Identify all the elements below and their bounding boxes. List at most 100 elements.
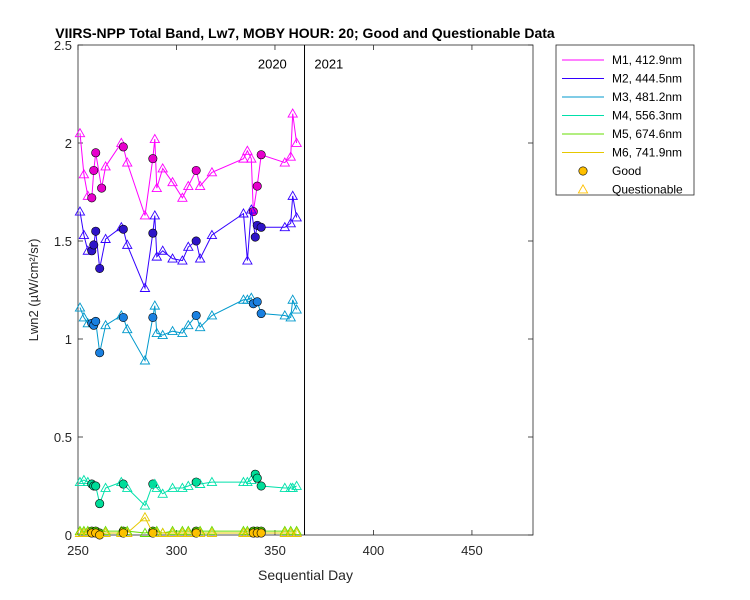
legend-label: Questionable <box>612 183 683 197</box>
questionable-point <box>206 476 218 486</box>
questionable-point <box>100 525 111 535</box>
questionable-point <box>291 304 303 314</box>
good-point <box>89 165 99 175</box>
good-point <box>256 309 266 319</box>
questionable-point <box>167 253 178 263</box>
questionable-point <box>206 525 218 535</box>
good-point <box>252 181 262 191</box>
good-point <box>97 183 107 193</box>
legend-entry-m6: M6, 741.9nm <box>562 146 682 160</box>
legend-label: M2, 444.5nm <box>612 72 682 86</box>
questionable-point <box>74 127 86 138</box>
questionable-point <box>100 527 111 537</box>
questionable-point <box>167 325 178 336</box>
questionable-point <box>121 323 133 334</box>
questionable-point <box>149 210 161 220</box>
questionable-point <box>151 527 163 537</box>
good-point <box>95 499 105 509</box>
questionable-point <box>291 137 303 147</box>
questionable-point <box>285 527 297 537</box>
x-tick-label: 250 <box>67 543 89 558</box>
questionable-point <box>139 527 151 537</box>
questionable-point <box>206 166 218 177</box>
y-axis-label: Lwn2 (µW/cm²/sr) <box>26 239 41 342</box>
questionable-point <box>177 525 188 535</box>
good-point <box>87 193 97 203</box>
questionable-point <box>121 157 133 167</box>
series-1 <box>74 108 303 220</box>
good-point <box>148 154 158 164</box>
good-point <box>91 226 101 236</box>
year-labels: 2020 2021 <box>258 57 343 72</box>
legend-label: M4, 556.3nm <box>612 109 682 123</box>
legend-label: M3, 481.2nm <box>612 90 682 104</box>
questionable-point <box>182 480 194 490</box>
questionable-point <box>291 525 303 535</box>
questionable-point <box>151 482 163 492</box>
legend-label: M1, 412.9nm <box>612 53 682 67</box>
questionable-point <box>245 204 257 214</box>
questionable-point <box>139 355 151 365</box>
questionable-point <box>285 151 297 161</box>
questionable-point <box>74 302 86 312</box>
good-point <box>95 348 105 358</box>
legend-entry-m5: M5, 674.6nm <box>562 127 682 141</box>
questionable-point <box>74 476 86 486</box>
series-6 <box>74 511 303 540</box>
y-tick-label: 1.5 <box>54 234 72 249</box>
questionable-point <box>177 192 188 202</box>
questionable-point <box>242 476 253 486</box>
questionable-point <box>242 294 253 304</box>
questionable-point <box>157 488 169 498</box>
questionable-point <box>287 190 299 200</box>
questionable-point <box>245 153 257 163</box>
questionable-point <box>74 206 86 216</box>
good-point <box>91 148 101 158</box>
questionable-point <box>177 255 188 265</box>
good-point <box>256 222 266 232</box>
legend-questionable-marker <box>577 183 589 194</box>
x-tick-label: 300 <box>166 543 188 558</box>
questionable-point <box>206 527 218 537</box>
legend-label: M6, 741.9nm <box>612 146 682 160</box>
questionable-point <box>139 210 151 220</box>
good-point <box>148 312 158 322</box>
good-point <box>118 479 128 489</box>
y-tick-label: 2 <box>65 136 72 151</box>
questionable-point <box>287 482 299 492</box>
good-point <box>89 240 99 250</box>
questionable-point <box>149 133 161 143</box>
questionable-point <box>182 180 194 191</box>
questionable-point <box>139 500 151 510</box>
x-tick-label: 350 <box>264 543 286 558</box>
good-point <box>191 236 201 246</box>
questionable-point <box>100 319 111 330</box>
good-point <box>256 528 266 538</box>
questionable-point <box>285 311 297 322</box>
questionable-point <box>167 525 178 535</box>
questionable-point <box>78 168 90 179</box>
good-point <box>191 165 201 175</box>
questionable-point <box>139 282 151 292</box>
series-4 <box>74 469 303 510</box>
questionable-point <box>100 482 111 492</box>
x-tick-label: 400 <box>363 543 385 558</box>
questionable-point <box>194 527 206 537</box>
good-point <box>250 232 260 242</box>
series-3 <box>74 292 303 365</box>
y-tick-label: 0.5 <box>54 430 72 445</box>
questionable-point <box>78 229 90 240</box>
questionable-point <box>291 480 303 490</box>
y-tick-label: 2.5 <box>54 38 72 53</box>
legend-entry-questionable: Questionable <box>577 183 683 197</box>
questionable-point <box>242 145 253 155</box>
legend-entry-m4: M4, 556.3nm <box>562 109 682 123</box>
legend-label: Good <box>612 164 641 178</box>
series-2 <box>74 190 303 292</box>
good-point <box>118 224 128 234</box>
y-tick-label: 0 <box>65 528 72 543</box>
questionable-point <box>279 157 291 167</box>
questionable-point <box>100 161 111 171</box>
